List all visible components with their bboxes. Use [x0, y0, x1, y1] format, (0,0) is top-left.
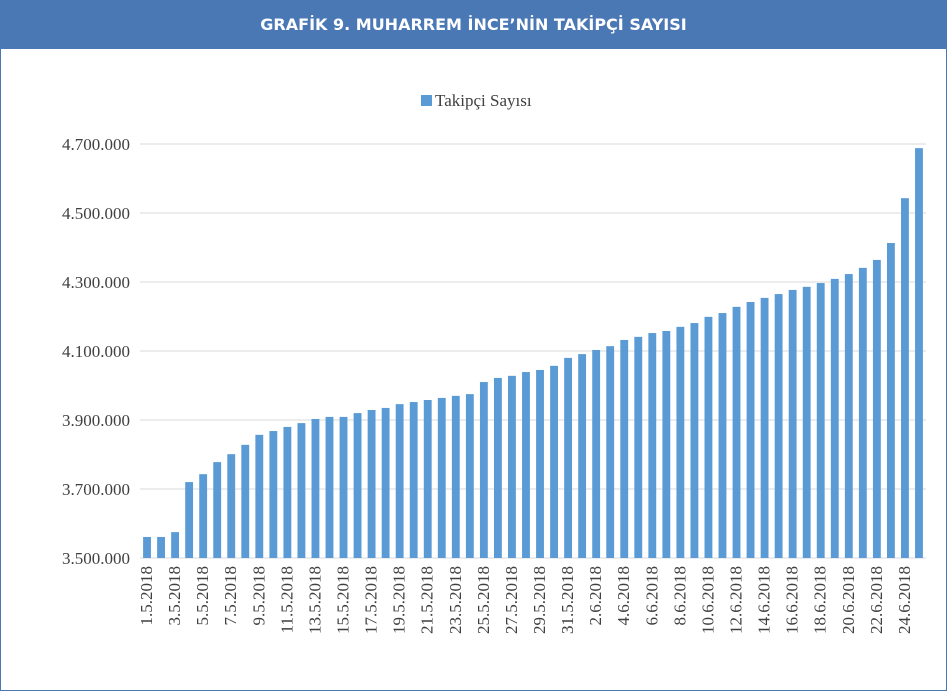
x-tick-label: 29.5.2018 — [530, 566, 549, 634]
bar — [732, 306, 741, 558]
bar — [550, 365, 558, 558]
x-tick-label: 4.6.2018 — [614, 566, 633, 626]
chart-title: GRAFİK 9. MUHARREM İNCE’NİN TAKİPÇİ SAYI… — [1, 1, 946, 49]
x-tick-label: 5.5.2018 — [193, 566, 212, 626]
x-tick-label: 14.6.2018 — [755, 566, 774, 634]
bar — [774, 294, 783, 558]
x-tick-label: 7.5.2018 — [221, 566, 240, 626]
x-tick-label: 11.5.2018 — [277, 566, 296, 633]
bar — [690, 323, 699, 558]
bar — [367, 409, 376, 558]
y-tick-label: 4.700.000 — [62, 135, 130, 154]
x-tick-label: 2.6.2018 — [586, 566, 605, 626]
x-tick-label: 8.6.2018 — [670, 566, 689, 626]
x-tick-label: 3.5.2018 — [165, 566, 184, 626]
bar — [606, 346, 615, 558]
bar — [185, 482, 194, 558]
bar — [718, 313, 727, 558]
x-tick-label: 25.5.2018 — [474, 566, 493, 634]
bar — [564, 357, 573, 558]
x-tick-label: 10.6.2018 — [698, 566, 717, 634]
bar — [536, 369, 544, 558]
x-tick-label: 20.6.2018 — [839, 566, 858, 634]
bar — [353, 413, 362, 558]
bar — [816, 283, 825, 558]
bar — [241, 444, 250, 558]
bar — [493, 377, 502, 558]
y-tick-label: 3.900.000 — [62, 411, 130, 430]
bar — [844, 274, 853, 558]
x-tick-label: 31.5.2018 — [558, 566, 577, 634]
bar — [199, 474, 208, 558]
bar — [508, 375, 516, 558]
bar — [339, 416, 348, 558]
bar — [872, 259, 881, 558]
bar — [157, 536, 165, 558]
bar — [830, 278, 839, 558]
bar — [381, 407, 390, 558]
bar — [325, 416, 334, 558]
x-tick-label: 21.5.2018 — [418, 566, 437, 634]
bar — [634, 336, 643, 558]
bar — [662, 330, 671, 558]
bar — [255, 434, 264, 558]
x-tick-label: 17.5.2018 — [362, 566, 381, 634]
bar — [676, 326, 685, 558]
bar — [522, 372, 530, 558]
x-tick-label: 23.5.2018 — [446, 566, 465, 634]
bar — [901, 198, 909, 559]
bar — [858, 267, 867, 558]
bar — [886, 243, 895, 558]
bar — [746, 302, 755, 558]
bar — [423, 399, 432, 558]
bar — [297, 423, 306, 558]
x-tick-label: 9.5.2018 — [249, 566, 268, 626]
bar — [283, 426, 292, 558]
bar — [592, 349, 601, 558]
y-tick-label: 3.700.000 — [62, 480, 130, 499]
x-tick-label: 18.6.2018 — [811, 566, 830, 634]
bar — [620, 339, 629, 558]
bar — [395, 404, 404, 558]
bar — [648, 333, 657, 558]
bar — [465, 394, 474, 558]
bar — [213, 462, 222, 558]
x-tick-label: 1.5.2018 — [137, 566, 156, 626]
bar — [311, 418, 320, 558]
bar — [788, 289, 797, 558]
y-tick-label: 4.100.000 — [62, 342, 130, 361]
x-tick-label: 19.5.2018 — [390, 566, 409, 634]
x-tick-label: 15.5.2018 — [334, 566, 353, 634]
bar — [227, 454, 236, 558]
bar — [451, 395, 460, 558]
bar — [143, 536, 151, 558]
bar — [578, 354, 587, 558]
y-tick-label: 4.500.000 — [62, 204, 130, 223]
bar — [409, 402, 418, 558]
y-tick-label: 3.500.000 — [62, 549, 130, 568]
bar — [915, 148, 923, 558]
bar — [479, 382, 488, 558]
x-tick-label: 22.6.2018 — [867, 566, 886, 634]
x-tick-label: 27.5.2018 — [502, 566, 521, 634]
bar — [802, 286, 811, 558]
bar — [704, 316, 713, 558]
legend-label: Takipçi Sayısı — [435, 91, 532, 110]
bar — [171, 532, 180, 558]
x-tick-label: 6.6.2018 — [642, 566, 661, 626]
bar — [269, 431, 278, 558]
bar — [437, 397, 446, 558]
bar — [760, 297, 769, 558]
y-tick-label: 4.300.000 — [62, 273, 130, 292]
x-tick-label: 16.6.2018 — [783, 566, 802, 634]
x-tick-label: 12.6.2018 — [727, 566, 746, 634]
x-tick-label: 24.6.2018 — [895, 566, 914, 634]
legend-swatch — [421, 95, 432, 106]
x-tick-label: 13.5.2018 — [305, 566, 324, 634]
